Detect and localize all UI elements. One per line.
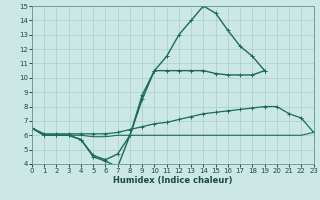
X-axis label: Humidex (Indice chaleur): Humidex (Indice chaleur) xyxy=(113,176,233,185)
